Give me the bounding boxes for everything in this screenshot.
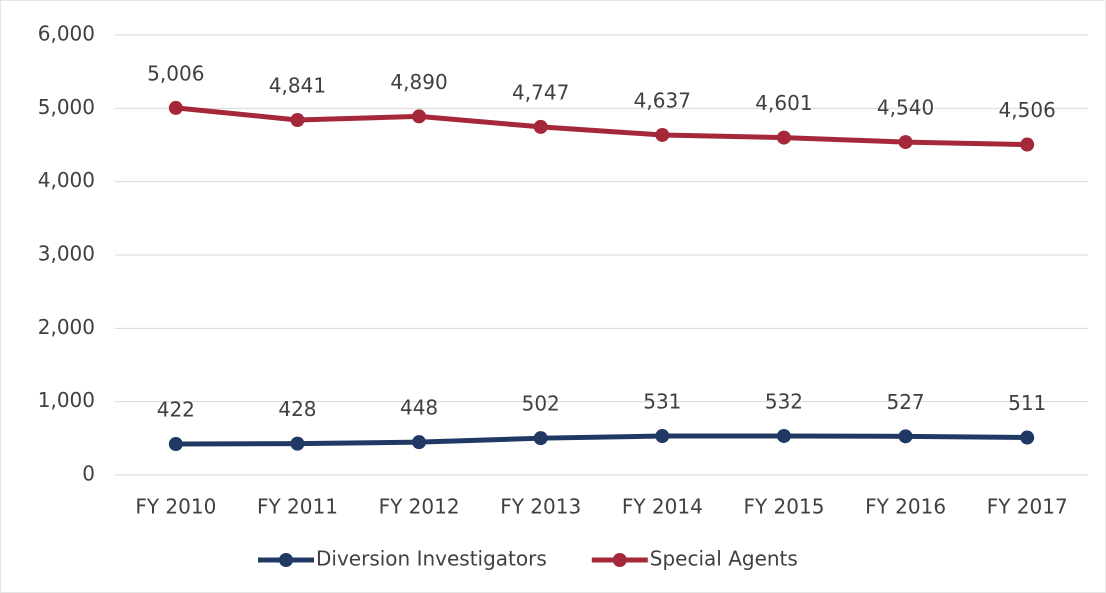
- data-label: 511: [1008, 391, 1046, 415]
- data-label: 5,006: [147, 61, 204, 85]
- data-point: [655, 127, 670, 142]
- y-tick-label: 5,000: [38, 95, 95, 119]
- x-tick-label: FY 2015: [743, 495, 824, 519]
- data-point: [290, 112, 305, 127]
- y-tick-label: 1,000: [38, 388, 95, 412]
- data-point: [898, 429, 913, 444]
- data-label: 4,747: [512, 80, 569, 104]
- x-tick-label: FY 2013: [500, 495, 581, 519]
- data-label: 502: [522, 392, 560, 416]
- data-point: [1020, 430, 1035, 445]
- legend-label: Diversion Investigators: [316, 547, 547, 571]
- y-tick-label: 0: [82, 462, 95, 486]
- y-tick-label: 3,000: [38, 242, 95, 266]
- x-tick-label: FY 2017: [987, 495, 1068, 519]
- data-point: [168, 100, 183, 115]
- data-point: [776, 130, 791, 145]
- legend-marker: [279, 553, 293, 567]
- data-label: 4,637: [634, 88, 691, 112]
- data-label: 4,841: [269, 73, 326, 97]
- data-label: 4,890: [390, 70, 447, 94]
- y-tick-label: 4,000: [38, 168, 95, 192]
- data-point: [412, 109, 427, 124]
- data-label: 428: [278, 397, 316, 421]
- series-line: [175, 105, 1028, 148]
- data-point: [898, 135, 913, 150]
- data-label: 448: [400, 396, 438, 420]
- y-tick-label: 6,000: [38, 22, 95, 46]
- data-point: [533, 119, 548, 134]
- data-label: 422: [157, 398, 195, 422]
- x-tick-label: FY 2016: [865, 495, 946, 519]
- legend-label: Special Agents: [650, 547, 798, 571]
- data-label: 4,540: [877, 96, 934, 120]
- data-label: 531: [643, 390, 681, 414]
- legend-marker: [612, 553, 627, 567]
- y-tick-label: 2,000: [38, 315, 95, 339]
- data-point: [290, 436, 305, 451]
- data-point: [533, 431, 548, 446]
- data-point: [655, 429, 670, 444]
- data-point: [776, 428, 791, 443]
- series-line: [175, 433, 1028, 447]
- x-tick-label: FY 2012: [379, 495, 460, 519]
- data-label: 532: [765, 389, 803, 413]
- x-tick-label: FY 2011: [257, 495, 338, 519]
- x-tick-label: FY 2010: [135, 495, 216, 519]
- data-label: 4,506: [999, 98, 1056, 122]
- x-tick-label: FY 2014: [622, 495, 703, 519]
- data-point: [168, 437, 183, 452]
- data-point: [1020, 137, 1035, 152]
- data-label: 4,601: [755, 91, 812, 115]
- data-point: [412, 435, 427, 450]
- data-label: 527: [886, 390, 924, 414]
